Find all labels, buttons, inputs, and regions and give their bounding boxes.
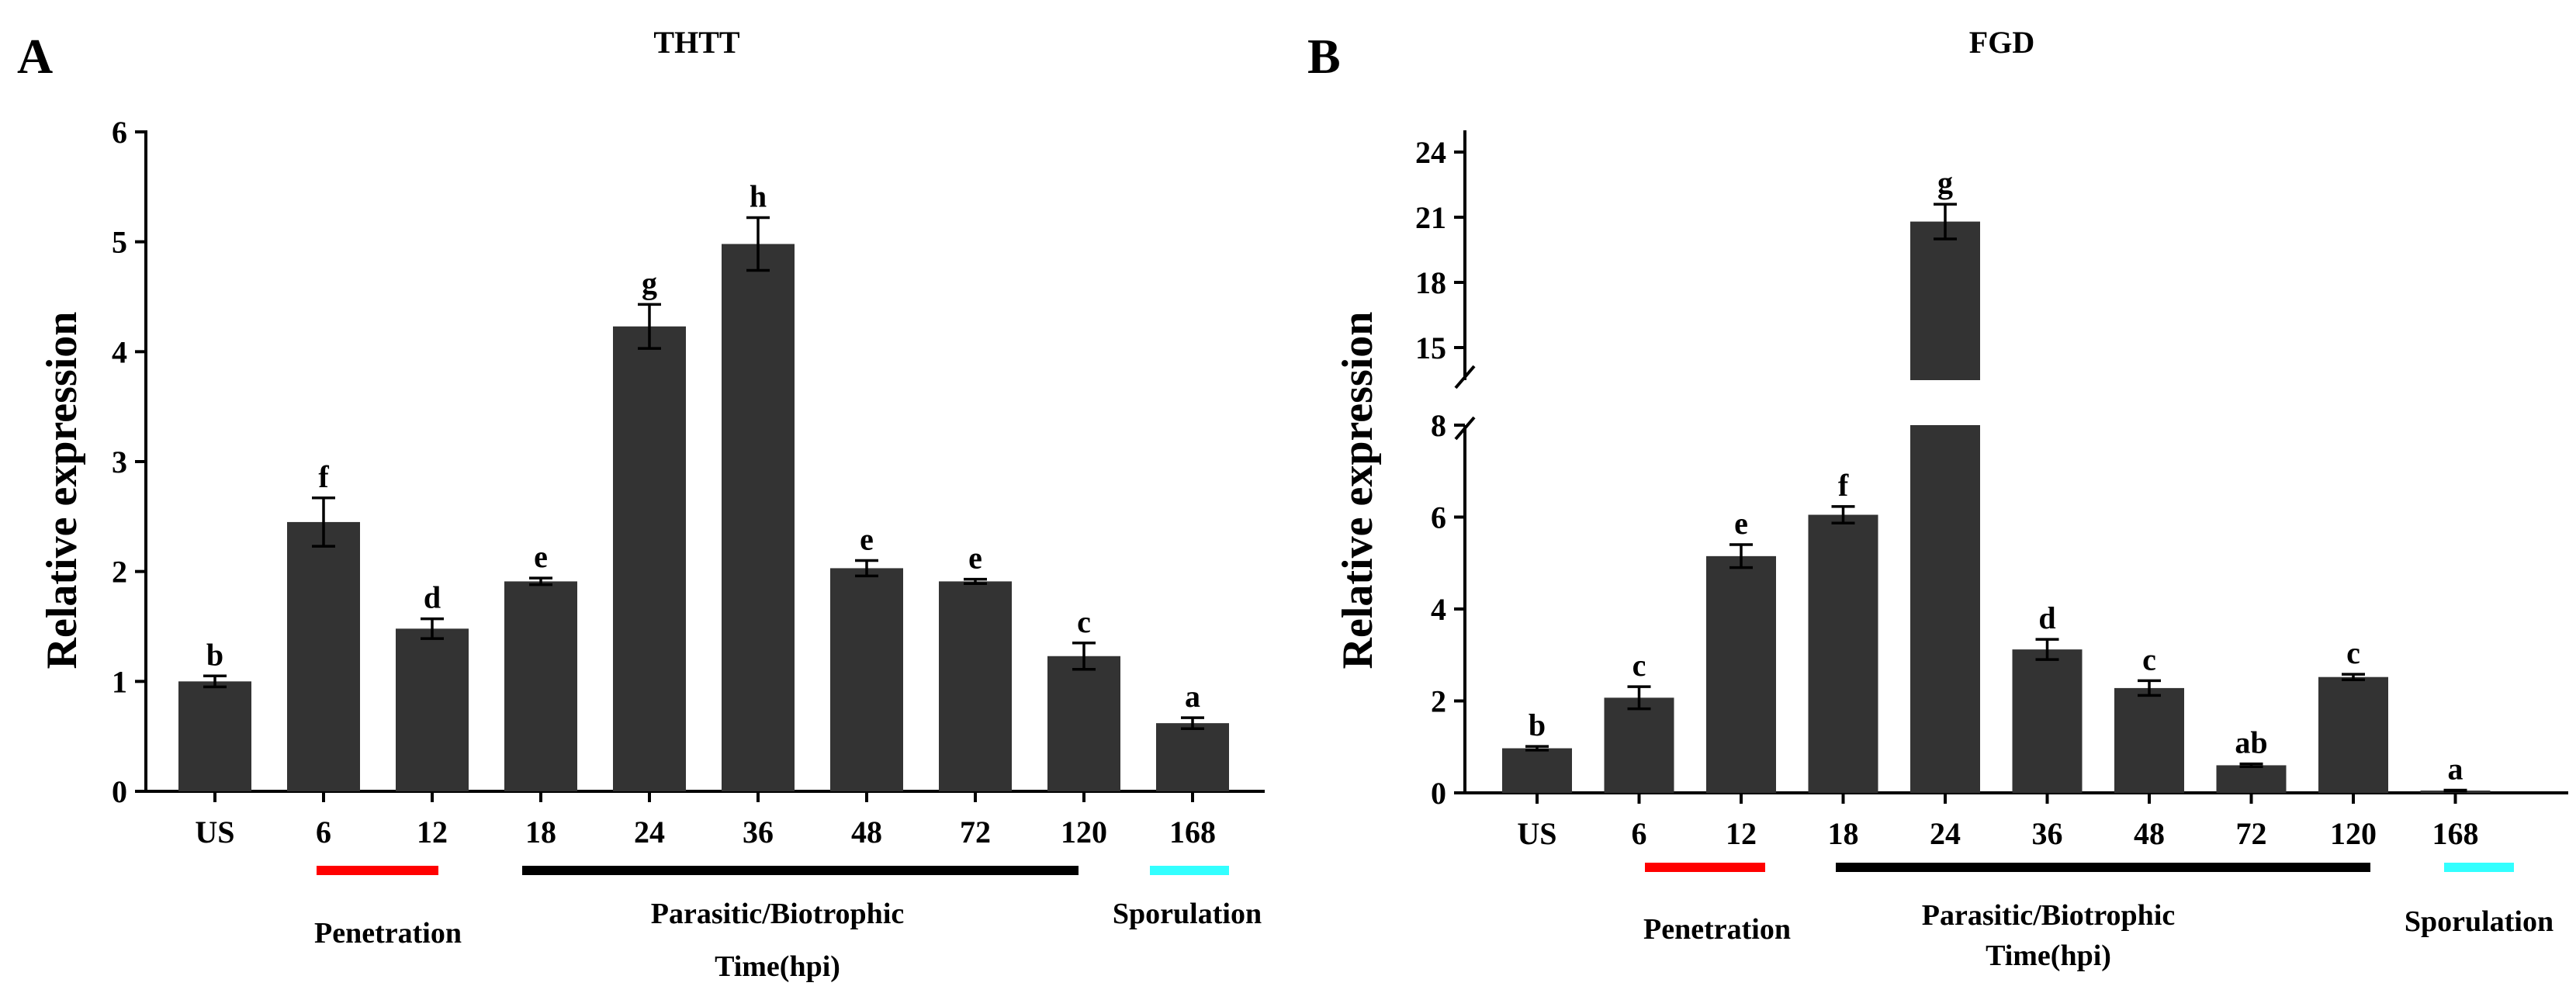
- panel-b-sig-label-3: f: [1838, 468, 1849, 503]
- panel-b-bar-1: [1604, 697, 1674, 793]
- panel-a-xtick-label-5: 36: [743, 815, 774, 849]
- panel-a-sig-label-7: e: [968, 541, 982, 576]
- panel-a-xtick-label-3: 18: [525, 815, 556, 849]
- panel-a-sig-label-5: h: [750, 179, 767, 214]
- panel-b-ytick-label-lower-1: 2: [1431, 684, 1446, 719]
- panel-a-bar-8: [1047, 656, 1120, 791]
- panel-b-sig-label-1: c: [1633, 648, 1646, 683]
- panel-a: A THTT Relative expression Time(hpi) Pen…: [17, 25, 1265, 983]
- panel-b-xtick-label-5: 36: [2032, 816, 2063, 851]
- panel-a-ytick-label-2: 2: [112, 555, 127, 590]
- panel-b-bar-5: [2012, 649, 2083, 793]
- panel-a-label: A: [17, 29, 53, 84]
- panel-b-bar-8: [2318, 676, 2388, 793]
- panel-b-xtick-label-1: 6: [1632, 816, 1647, 851]
- panel-a-ytick-label-4: 4: [112, 334, 127, 369]
- panel-a-bar-5: [722, 244, 795, 791]
- panel-a-bar-6: [830, 568, 903, 791]
- panel-b-phase-sporulation-label: Sporulation: [2405, 905, 2553, 938]
- panel-b-phase-penetration-label: Penetration: [1643, 913, 1791, 946]
- panel-b-ytick-label-lower-2: 4: [1431, 592, 1446, 627]
- panel-a-xtick-label-6: 48: [851, 815, 882, 849]
- panel-b-ytick-label-lower-0: 0: [1431, 776, 1446, 811]
- panel-a-xtick-label-0: US: [195, 815, 234, 849]
- panel-a-sig-label-2: d: [424, 580, 441, 615]
- panel-b-xlabel: Time(hpi): [1986, 939, 2111, 972]
- panel-a-bar-9: [1156, 723, 1229, 791]
- panel-b-ytick-label-lower-3: 6: [1431, 500, 1446, 535]
- panel-a-xtick-label-7: 72: [960, 815, 991, 849]
- panel-b-sig-label-2: e: [1734, 506, 1748, 541]
- panel-a-title: THTT: [653, 25, 739, 60]
- panel-b-ytick-label-upper-0: 15: [1415, 330, 1446, 365]
- panel-b-bar-4-upper: [1910, 221, 1980, 380]
- panel-a-sig-label-6: e: [860, 522, 874, 557]
- panel-a-xtick-label-8: 120: [1061, 815, 1107, 849]
- panel-a-bar-3: [504, 581, 577, 791]
- panel-b-sig-label-6: c: [2142, 642, 2156, 676]
- panel-b-sig-label-8: c: [2346, 635, 2360, 670]
- panel-b-ytick-label-upper-2: 21: [1415, 200, 1446, 235]
- panel-a-bar-0: [178, 681, 251, 791]
- panel-b-ytick-label-upper-1: 18: [1415, 265, 1446, 300]
- panel-b-xtick-label-7: 72: [2236, 816, 2267, 851]
- panel-b: B FGD Relative expression Time(hpi) Pene…: [1307, 25, 2568, 972]
- panel-b-sig-label-7: ab: [2235, 725, 2267, 760]
- panel-b-xtick-label-2: 12: [1726, 816, 1757, 851]
- panel-b-ytick-label-lower-4: 8: [1431, 408, 1446, 443]
- panel-b-xtick-label-0: US: [1517, 816, 1556, 851]
- panel-b-axis-break-lower: [1454, 416, 1476, 441]
- panel-b-xtick-label-6: 48: [2134, 816, 2165, 851]
- panel-b-phase-parasitic-label: Parasitic/Biotrophic: [1922, 899, 2176, 932]
- panel-a-sig-label-1: f: [318, 459, 329, 494]
- panel-a-bar-2: [396, 628, 469, 791]
- panel-b-ylabel: Relative expression: [1334, 312, 1382, 670]
- panel-b-bar-0: [1502, 748, 1572, 793]
- panel-a-bar-1: [287, 521, 360, 791]
- panel-b-sig-label-0: b: [1529, 708, 1546, 742]
- panel-b-axis-break-upper: [1454, 365, 1476, 389]
- panel-a-ytick-label-0: 0: [112, 774, 127, 809]
- panel-b-xtick-label-4: 24: [1930, 816, 1961, 851]
- panel-b-label: B: [1307, 29, 1341, 84]
- panel-a-phase-penetration-label: Penetration: [314, 917, 462, 950]
- panel-a-ytick-label-3: 3: [112, 445, 127, 479]
- panel-a-xtick-label-9: 168: [1169, 815, 1216, 849]
- panel-b-bar-4-lower: [1910, 425, 1980, 793]
- panel-a-xtick-label-4: 24: [634, 815, 665, 849]
- panel-b-bar-6: [2114, 687, 2184, 793]
- panel-a-xtick-label-2: 12: [417, 815, 448, 849]
- panel-a-sig-label-9: a: [1185, 679, 1200, 714]
- panel-a-bar-7: [939, 581, 1012, 791]
- panel-b-sig-label-5: d: [2038, 600, 2055, 635]
- panel-b-xtick-label-9: 168: [2432, 816, 2479, 851]
- panel-a-ytick-label-1: 1: [112, 664, 127, 699]
- panel-a-sig-label-3: e: [534, 539, 548, 574]
- panel-a-sig-label-0: b: [206, 637, 223, 672]
- panel-b-sig-label-9: a: [2448, 751, 2463, 786]
- panel-b-bar-3: [1808, 514, 1878, 793]
- panel-a-sig-label-8: c: [1077, 604, 1091, 639]
- panel-a-xlabel: Time(hpi): [715, 950, 840, 983]
- panel-b-bar-2: [1706, 555, 1776, 793]
- panel-a-ytick-label-6: 6: [112, 115, 127, 150]
- panel-b-xtick-label-3: 18: [1828, 816, 1859, 851]
- panel-a-sig-label-4: g: [642, 265, 657, 300]
- panel-b-xtick-label-8: 120: [2330, 816, 2377, 851]
- panel-a-phase-parasitic-label: Parasitic/Biotrophic: [651, 898, 905, 930]
- panel-b-plot: 0246815182124bUSc6e12f18g24d36c48ab72c12…: [1415, 130, 2568, 872]
- panel-b-ytick-label-upper-3: 24: [1415, 135, 1446, 170]
- panel-b-bar-7: [2216, 765, 2287, 793]
- panel-a-ylabel: Relative expression: [38, 312, 86, 670]
- panel-a-bar-4: [613, 326, 686, 791]
- panel-b-title: FGD: [1969, 25, 2034, 60]
- panel-a-ytick-label-5: 5: [112, 225, 127, 260]
- panel-a-phase-sporulation-label: Sporulation: [1113, 898, 1262, 930]
- panel-a-xtick-label-1: 6: [316, 815, 331, 849]
- panel-b-sig-label-4: g: [1937, 165, 1953, 200]
